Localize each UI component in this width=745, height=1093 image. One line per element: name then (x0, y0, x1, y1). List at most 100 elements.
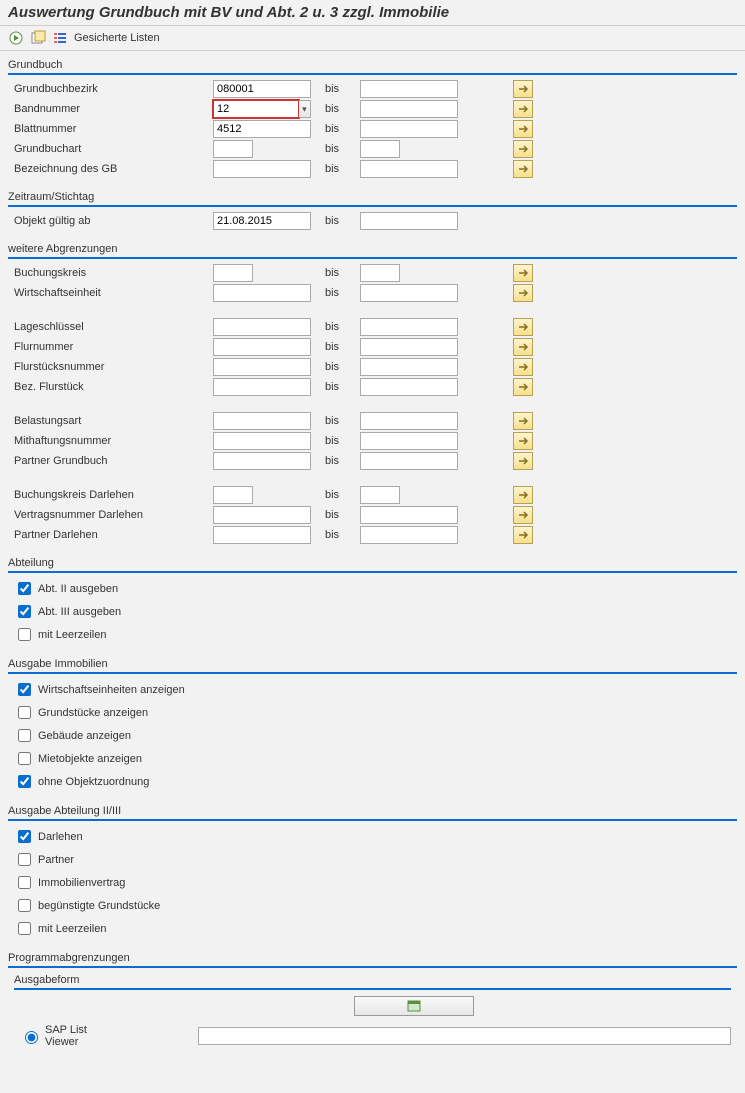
multi-select-flurst[interactable] (513, 358, 533, 376)
chk-abt2[interactable] (18, 582, 31, 595)
toolbar-saved-lists[interactable]: Gesicherte Listen (74, 32, 160, 44)
multi-select-partnerdar[interactable] (513, 526, 533, 544)
input-we-to[interactable] (360, 284, 458, 302)
group-title-grundbuch: Grundbuch (8, 57, 737, 75)
input-flurnr-from[interactable] (213, 338, 311, 356)
chk-ai-we[interactable] (18, 683, 31, 696)
multi-select-bkdar[interactable] (513, 486, 533, 504)
input-flurst-to[interactable] (360, 358, 458, 376)
input-band-from[interactable] (213, 100, 299, 118)
list-icon[interactable] (52, 30, 68, 46)
chk-ai-geb-label: Gebäude anzeigen (38, 730, 131, 742)
bis-label: bis (325, 143, 360, 155)
multi-select-lage[interactable] (513, 318, 533, 336)
radio-salv[interactable] (25, 1031, 38, 1044)
input-vertragsnr-from[interactable] (213, 506, 311, 524)
input-bk-from[interactable] (213, 264, 253, 282)
input-belart-to[interactable] (360, 412, 458, 430)
input-partnergb-from[interactable] (213, 452, 311, 470)
chk-ai-miet-label: Mietobjekte anzeigen (38, 753, 142, 765)
multi-select-bk[interactable] (513, 264, 533, 282)
multi-select-bezflur[interactable] (513, 378, 533, 396)
multi-select-we[interactable] (513, 284, 533, 302)
input-partnerdar-from[interactable] (213, 526, 311, 544)
input-bk-to[interactable] (360, 264, 400, 282)
bis-label: bis (325, 123, 360, 135)
group-ausgabe-immo: Ausgabe Immobilien Wirtschaftseinheiten … (8, 656, 737, 793)
label-blatt: Blattnummer (8, 123, 213, 135)
input-band-to[interactable] (360, 100, 458, 118)
input-bezflur-to[interactable] (360, 378, 458, 396)
execute-icon[interactable] (8, 30, 24, 46)
input-bkdar-from[interactable] (213, 486, 253, 504)
input-flurnr-to[interactable] (360, 338, 458, 356)
chk-aa-leer[interactable] (18, 922, 31, 935)
variant-icon[interactable] (30, 30, 46, 46)
input-art-to[interactable] (360, 140, 400, 158)
bis-label: bis (325, 83, 360, 95)
input-bezeichnung-from[interactable] (213, 160, 311, 178)
multi-select-mithaft[interactable] (513, 432, 533, 450)
chk-ai-ohne[interactable] (18, 775, 31, 788)
input-vertragsnr-to[interactable] (360, 506, 458, 524)
input-lage-to[interactable] (360, 318, 458, 336)
multi-select-band[interactable] (513, 100, 533, 118)
input-we-from[interactable] (213, 284, 311, 302)
multi-select-partnergb[interactable] (513, 452, 533, 470)
group-prog: Programmabgrenzungen Ausgabeform SAP Lis… (8, 950, 737, 1050)
group-title-abgrenz: weitere Abgrenzungen (8, 241, 737, 259)
multi-select-vertragsnr[interactable] (513, 506, 533, 524)
bis-label: bis (325, 103, 360, 115)
input-gueltig-from[interactable] (213, 212, 311, 230)
group-title-abteilung: Abteilung (8, 555, 737, 573)
page-title: Auswertung Grundbuch mit BV und Abt. 2 u… (0, 0, 745, 26)
label-belart: Belastungsart (8, 415, 213, 427)
chk-ai-grund[interactable] (18, 706, 31, 719)
input-mithaft-from[interactable] (213, 432, 311, 450)
input-mithaft-to[interactable] (360, 432, 458, 450)
input-salv[interactable] (198, 1027, 731, 1045)
chk-ai-miet[interactable] (18, 752, 31, 765)
multi-select-bezirk[interactable] (513, 80, 533, 98)
label-partnerdar: Partner Darlehen (8, 529, 213, 541)
group-title-ausgabe-immo: Ausgabe Immobilien (8, 656, 737, 674)
chk-ai-grund-label: Grundstücke anzeigen (38, 707, 148, 719)
chk-ai-geb[interactable] (18, 729, 31, 742)
input-bezirk-from[interactable] (213, 80, 311, 98)
group-grundbuch: Grundbuch Grundbuchbezirk bis Bandnummer… (8, 57, 737, 179)
chk-aa-immo[interactable] (18, 876, 31, 889)
layout-btn[interactable] (354, 996, 474, 1016)
input-bezirk-to[interactable] (360, 80, 458, 98)
input-bezflur-from[interactable] (213, 378, 311, 396)
input-bezeichnung-to[interactable] (360, 160, 458, 178)
multi-select-art[interactable] (513, 140, 533, 158)
label-gueltig: Objekt gültig ab (8, 215, 213, 227)
label-art: Grundbuchart (8, 143, 213, 155)
input-gueltig-to[interactable] (360, 212, 458, 230)
label-flurst: Flurstücksnummer (8, 361, 213, 373)
input-art-from[interactable] (213, 140, 253, 158)
input-blatt-from[interactable] (213, 120, 311, 138)
multi-select-flurnr[interactable] (513, 338, 533, 356)
input-belart-from[interactable] (213, 412, 311, 430)
input-lage-from[interactable] (213, 318, 311, 336)
input-flurst-from[interactable] (213, 358, 311, 376)
input-partnergb-to[interactable] (360, 452, 458, 470)
bis-label: bis (325, 381, 360, 393)
chk-abt3[interactable] (18, 605, 31, 618)
chk-aa-beg[interactable] (18, 899, 31, 912)
chk-aa-partner[interactable] (18, 853, 31, 866)
label-partnergb: Partner Grundbuch (8, 455, 213, 467)
multi-select-bezeichnung[interactable] (513, 160, 533, 178)
f4-band[interactable]: ▾ (299, 100, 311, 118)
label-band: Bandnummer (8, 103, 213, 115)
chk-leer1[interactable] (18, 628, 31, 641)
chk-aa-darlehen[interactable] (18, 830, 31, 843)
input-blatt-to[interactable] (360, 120, 458, 138)
multi-select-blatt[interactable] (513, 120, 533, 138)
input-bkdar-to[interactable] (360, 486, 400, 504)
label-bezflur: Bez. Flurstück (8, 381, 213, 393)
multi-select-belart[interactable] (513, 412, 533, 430)
input-partnerdar-to[interactable] (360, 526, 458, 544)
bis-label: bis (325, 489, 360, 501)
